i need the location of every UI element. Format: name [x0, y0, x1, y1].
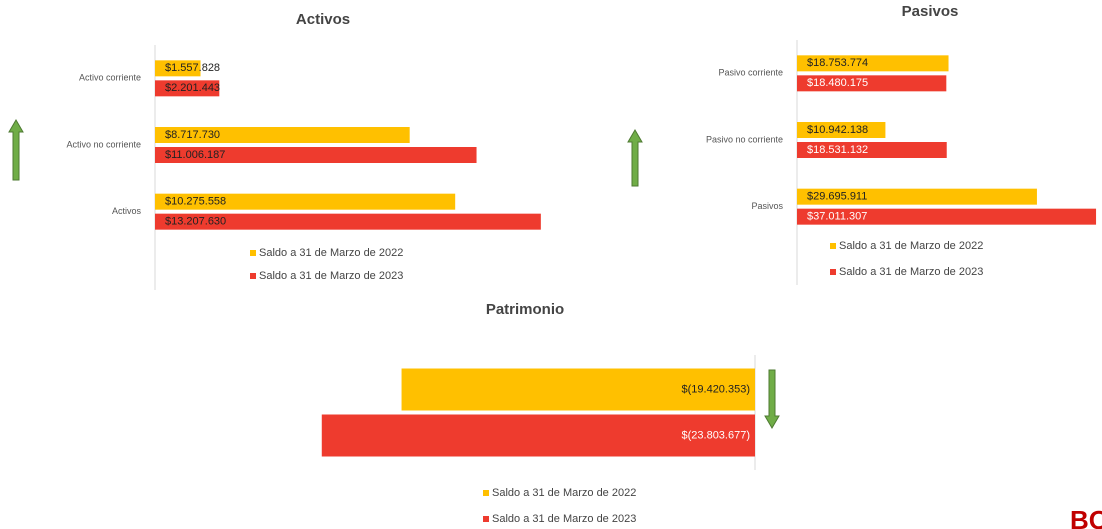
legend-swatch [483, 490, 489, 496]
bar [155, 193, 456, 210]
value-label: $29.695.911 [807, 191, 867, 203]
legend-label: Saldo a 31 de Marzo de 2023 [839, 266, 983, 278]
legend-label: Saldo a 31 de Marzo de 2023 [259, 270, 403, 282]
value-label: $37.011.307 [807, 211, 867, 223]
bar [155, 60, 201, 77]
bar [797, 208, 1097, 225]
down-arrow [764, 369, 780, 429]
bar [797, 122, 886, 138]
value-label: $18.480.175 [807, 77, 868, 89]
bar [797, 188, 1037, 205]
bar [797, 55, 949, 72]
category-label: Pasivos [751, 201, 783, 211]
value-label: $1.557.828 [165, 62, 220, 74]
bar [155, 80, 220, 97]
legend-label: Saldo a 31 de Marzo de 2022 [492, 487, 636, 499]
value-label: $8.717.730 [165, 129, 220, 141]
bar [321, 414, 755, 457]
legend-label: Saldo a 31 de Marzo de 2022 [839, 240, 983, 252]
value-label: $13.207.630 [165, 216, 226, 228]
value-label: $(23.803.677) [682, 429, 751, 441]
value-label: $18.753.774 [807, 57, 868, 69]
value-label: $18.531.132 [807, 144, 868, 156]
value-label: $2.201.443 [165, 82, 220, 94]
bar [155, 147, 477, 163]
up-arrow [627, 129, 643, 187]
category-label: Activos [112, 206, 142, 216]
chart-title: Patrimonio [486, 301, 564, 318]
legend-swatch [250, 273, 256, 279]
logo: BOG [1070, 505, 1102, 529]
category-label: Activo corriente [79, 73, 141, 83]
legend-label: Saldo a 31 de Marzo de 2022 [259, 247, 403, 259]
bar [155, 127, 410, 143]
legend-swatch [830, 269, 836, 275]
bar [797, 142, 947, 158]
category-label: Pasivo corriente [718, 68, 783, 78]
value-label: $11.006.187 [165, 149, 225, 161]
legend-label: Saldo a 31 de Marzo de 2023 [492, 513, 636, 525]
chart-title: Pasivos [902, 3, 959, 20]
category-label: Activo no corriente [66, 139, 141, 149]
bar [401, 368, 755, 411]
legend-swatch [830, 243, 836, 249]
value-label: $10.942.138 [807, 124, 868, 136]
arrows [8, 119, 780, 429]
legend-swatch [483, 516, 489, 522]
up-arrow [8, 119, 24, 181]
category-label: Pasivo no corriente [706, 134, 783, 144]
value-label: $(19.420.353) [682, 383, 751, 395]
bar [797, 75, 947, 92]
legend-swatch [250, 250, 256, 256]
bar [155, 213, 541, 230]
value-label: $10.275.558 [165, 196, 226, 208]
chart-title: Activos [296, 11, 350, 28]
